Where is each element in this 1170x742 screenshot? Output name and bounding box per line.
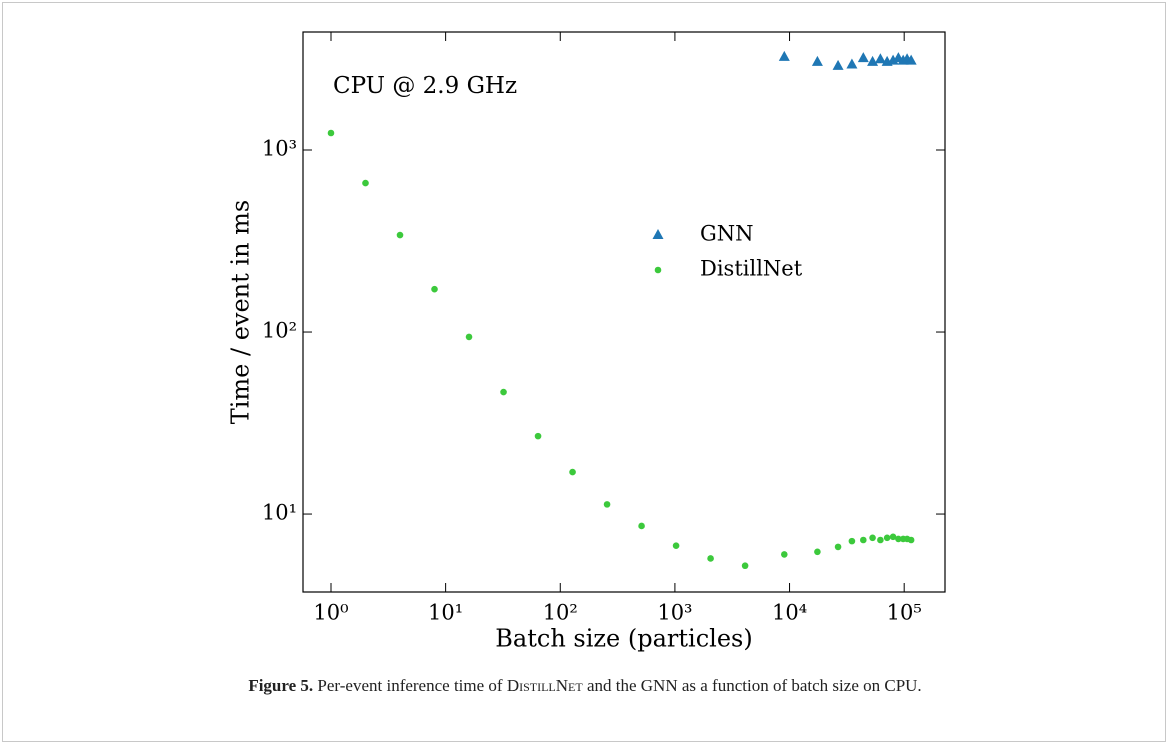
data-point (672, 542, 680, 550)
data-point (869, 534, 876, 542)
data-point (846, 58, 858, 69)
y-tick-label: 10³ (262, 137, 297, 161)
data-point (905, 54, 917, 65)
data-point (780, 551, 788, 558)
annotation: CPU @ 2.9 GHz (333, 73, 517, 99)
data-point (603, 501, 611, 508)
caption-text: and the GNN as a function of batch size … (586, 676, 922, 695)
data-point (569, 468, 576, 476)
data-point (396, 231, 404, 239)
plot-frame (302, 31, 946, 593)
legend-marker (652, 229, 664, 239)
data-point (877, 536, 884, 544)
data-point (895, 535, 902, 543)
x-tick-label: 10³ (657, 601, 692, 625)
data-point (814, 548, 821, 556)
data-point (431, 285, 438, 293)
x-tick-label: 10⁴ (772, 601, 807, 625)
data-point (534, 432, 542, 440)
data-point (874, 53, 886, 64)
data-point (741, 562, 749, 570)
y-axis-label: Time / event in ms (227, 200, 255, 425)
x-tick-label: 10² (543, 601, 578, 625)
data-point (465, 333, 473, 341)
caption: Figure 5. Per-event inference time of Di… (0, 676, 1170, 696)
data-point (778, 50, 790, 61)
caption-label: Figure 5. (248, 676, 314, 695)
data-point (811, 55, 823, 66)
data-point (867, 55, 879, 66)
data-point (860, 536, 867, 544)
data-point (834, 543, 842, 551)
caption-text: Per-event inference time of (317, 676, 503, 695)
x-tick-label: 10⁰ (313, 601, 348, 625)
x-tick-label: 10⁵ (887, 601, 922, 625)
data-point (848, 537, 856, 545)
chart: CPU @ 2.9 GHz Batch size (particles) Tim… (227, 31, 946, 653)
x-axis-label: Batch size (particles) (495, 625, 752, 653)
data-point (500, 388, 507, 396)
data-point (327, 129, 335, 137)
legend-marker (654, 266, 662, 274)
x-tick-label: 10¹ (428, 601, 463, 625)
data-point (889, 533, 897, 541)
caption-name: DistillNet (506, 676, 583, 695)
data-point (362, 179, 369, 187)
y-tick-label: 10¹ (262, 501, 297, 525)
legend-label: GNN (700, 222, 754, 246)
data-point (907, 536, 915, 544)
y-tick-label: 10² (262, 319, 297, 343)
data-point (857, 52, 869, 63)
data-point (832, 59, 844, 70)
legend-label: DistillNet (700, 257, 803, 281)
data-point (887, 54, 899, 65)
data-point (707, 555, 714, 562)
data-point (638, 522, 645, 530)
data-point (883, 534, 891, 542)
